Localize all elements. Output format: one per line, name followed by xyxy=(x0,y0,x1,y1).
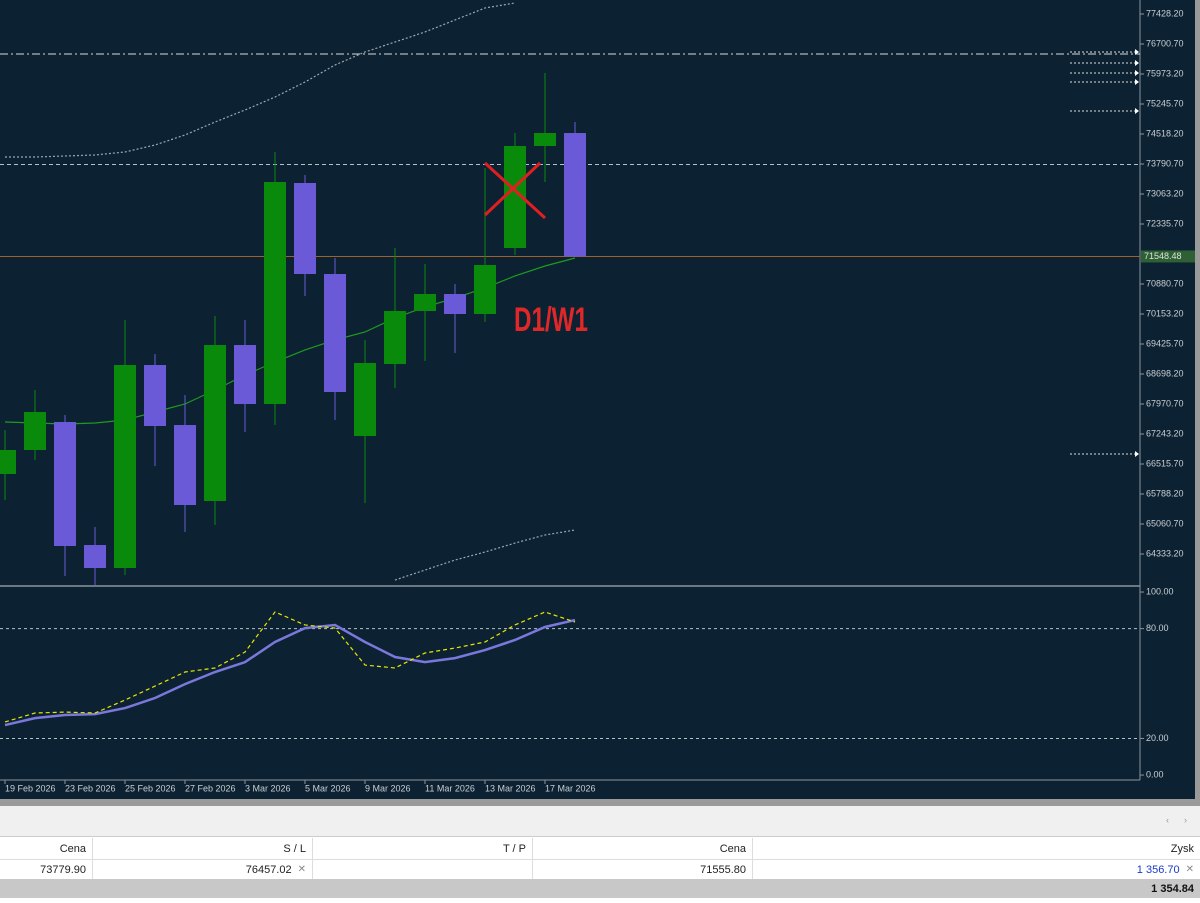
scroll-right[interactable]: › xyxy=(1184,815,1187,825)
scroll-left[interactable]: ‹ xyxy=(1166,815,1169,825)
header-cell: Zysk xyxy=(1170,842,1194,855)
x-tick-label: 3 Mar 2026 xyxy=(245,783,291,793)
candle-body xyxy=(54,422,76,547)
price-label: 71548.48 xyxy=(1144,251,1182,261)
candle-body xyxy=(174,425,196,506)
cell: 76457.02 ✕ xyxy=(93,860,313,879)
candle-body xyxy=(24,411,46,451)
y-tick-label: 20.00 xyxy=(1146,733,1169,743)
x-tick-label: 19 Feb 2026 xyxy=(5,783,56,793)
cell: 73779.90 xyxy=(0,860,93,879)
y-tick-label: 72335.70 xyxy=(1146,218,1184,228)
cross-mark xyxy=(483,161,547,220)
candle-body xyxy=(354,362,376,436)
y-tick-label: 100.00 xyxy=(1146,586,1174,596)
indicator-line xyxy=(394,529,576,581)
remove-sl[interactable]: ✕ xyxy=(297,864,306,875)
background xyxy=(0,0,1200,806)
y-tick-label: 0.00 xyxy=(1146,769,1164,779)
annotation: D1/W1 xyxy=(514,301,588,339)
indicator-line xyxy=(4,618,576,727)
indicator-line xyxy=(4,611,576,723)
header-cell: S / L xyxy=(93,838,313,859)
y-tick-label: 64333.20 xyxy=(1146,548,1184,558)
x-tick-label: 25 Feb 2026 xyxy=(125,783,176,793)
price-label-box xyxy=(1141,250,1195,263)
close-position[interactable]: ✕ xyxy=(1185,864,1194,875)
candle-body xyxy=(264,182,286,404)
y-tick-label: 73790.70 xyxy=(1146,158,1184,168)
frame-border xyxy=(0,799,1200,806)
header-cell: Cena xyxy=(533,838,753,859)
candle-body xyxy=(504,146,526,248)
total-value: 1 354.84 xyxy=(1151,882,1194,895)
sl-value: 76457.02 xyxy=(245,863,292,876)
indicator-line xyxy=(5,2,516,158)
y-tick-label: 67970.70 xyxy=(1146,398,1184,408)
candle-body xyxy=(384,310,406,364)
x-tick-label: 13 Mar 2026 xyxy=(485,783,536,793)
candle-body xyxy=(0,450,16,475)
y-tick-label: 76700.70 xyxy=(1146,38,1184,48)
candle-body xyxy=(444,294,466,315)
order-markers xyxy=(1070,51,1135,455)
chart: 77428.20 76700.70 75973.20 75245.70 74518.20… xyxy=(0,0,1200,806)
x-tick-label: 17 Mar 2026 xyxy=(545,783,596,793)
y-tick-label: 69425.70 xyxy=(1146,338,1184,348)
x-tick-label: 5 Mar 2026 xyxy=(305,783,351,793)
order-marker-arrows xyxy=(1135,49,1139,457)
y-tick-label: 75245.70 xyxy=(1146,98,1184,108)
y-tick-label: 65060.70 xyxy=(1146,518,1184,528)
header-cell: Cena xyxy=(0,838,93,859)
x-tick-label: 23 Feb 2026 xyxy=(65,783,116,793)
table-row[interactable]: 73779.90 76457.02 ✕ 71555.80 1 356.70 ✕ xyxy=(0,860,1200,879)
y-tick-label: 77428.20 xyxy=(1146,8,1184,18)
candle-body xyxy=(294,182,316,275)
candle-body xyxy=(534,133,556,147)
y-tick-label: 66515.70 xyxy=(1146,458,1184,468)
x-tick-label: 11 Mar 2026 xyxy=(425,783,475,793)
candle-body xyxy=(564,133,586,257)
cell: 71555.80 xyxy=(533,860,753,879)
candle-body xyxy=(84,545,106,568)
y-tick-label: 80.00 xyxy=(1146,623,1169,633)
y-tick-label: 65788.20 xyxy=(1146,488,1184,498)
candle-body xyxy=(474,265,496,315)
y-tick-label: 73063.20 xyxy=(1146,188,1184,198)
y-tick-label: 70880.70 xyxy=(1146,278,1184,288)
table-header: Cena S / L T / P Cena Zysk xyxy=(0,838,1200,860)
y-tick-label: 74518.20 xyxy=(1146,128,1184,138)
cell: 1 356.70 ✕ xyxy=(753,860,1200,879)
table-total: 1 354.84 xyxy=(0,879,1200,898)
candle-body xyxy=(324,274,346,392)
candle-body xyxy=(144,365,166,427)
y-tick-label: 67243.20 xyxy=(1146,428,1184,438)
x-tick-label: 9 Mar 2026 xyxy=(365,783,411,793)
toolbar-strip: ‹ › xyxy=(0,806,1200,837)
x-tick-label: 27 Feb 2026 xyxy=(185,783,236,793)
y-tick-label: 75973.20 xyxy=(1146,68,1184,78)
y-tick-label: 70153.20 xyxy=(1146,308,1184,318)
candle-body xyxy=(414,294,436,311)
profit-value: 1 356.70 xyxy=(1136,863,1180,876)
cell xyxy=(313,860,533,879)
y-tick-label: 68698.20 xyxy=(1146,368,1184,378)
candle-body xyxy=(204,345,226,502)
marks: 77428.20 76700.70 75973.20 75245.70 74518.20… xyxy=(0,2,1195,793)
frame-border xyxy=(1195,0,1200,799)
header-cell: T / P xyxy=(313,838,533,859)
candle-body xyxy=(234,345,256,404)
candle-body xyxy=(114,365,136,568)
